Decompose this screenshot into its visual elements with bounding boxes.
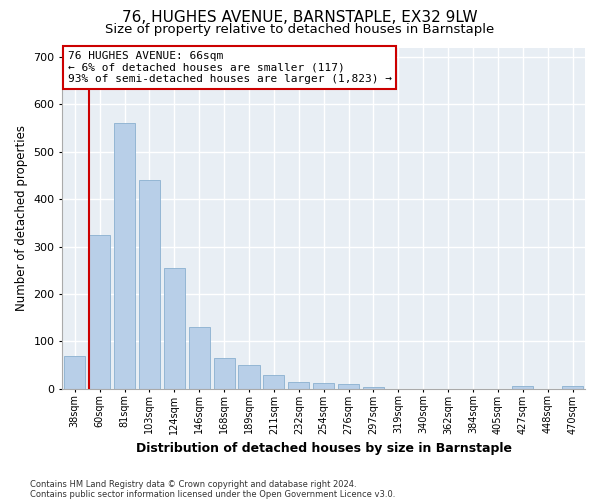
Text: Size of property relative to detached houses in Barnstaple: Size of property relative to detached ho…	[106, 22, 494, 36]
Bar	[313, 383, 334, 388]
Bar	[164, 268, 185, 388]
Text: Contains HM Land Registry data © Crown copyright and database right 2024.
Contai: Contains HM Land Registry data © Crown c…	[30, 480, 395, 499]
Bar	[338, 384, 359, 388]
Bar	[263, 374, 284, 388]
Bar	[139, 180, 160, 388]
Bar	[562, 386, 583, 388]
Text: 76, HUGHES AVENUE, BARNSTAPLE, EX32 9LW: 76, HUGHES AVENUE, BARNSTAPLE, EX32 9LW	[122, 10, 478, 25]
Bar	[188, 327, 210, 388]
Bar	[288, 382, 310, 388]
Y-axis label: Number of detached properties: Number of detached properties	[15, 125, 28, 311]
Text: 76 HUGHES AVENUE: 66sqm
← 6% of detached houses are smaller (117)
93% of semi-de: 76 HUGHES AVENUE: 66sqm ← 6% of detached…	[68, 51, 392, 84]
Bar	[114, 124, 135, 388]
X-axis label: Distribution of detached houses by size in Barnstaple: Distribution of detached houses by size …	[136, 442, 512, 455]
Bar	[89, 234, 110, 388]
Bar	[512, 386, 533, 388]
Bar	[64, 356, 85, 388]
Bar	[238, 365, 260, 388]
Bar	[214, 358, 235, 388]
